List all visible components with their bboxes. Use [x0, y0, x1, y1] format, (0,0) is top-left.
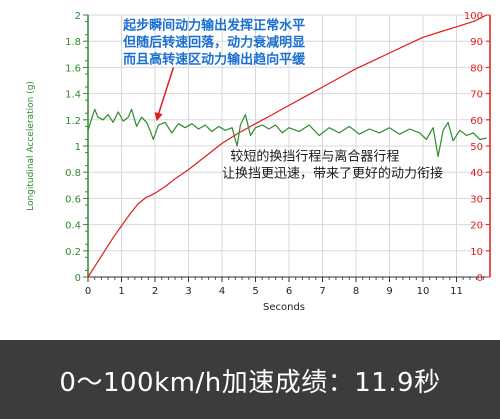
x-tick-label: 11: [450, 286, 463, 297]
y-left-tick-label: 0.4: [65, 221, 81, 232]
acceleration-chart: 00.20.40.60.811.21.41.61.820102030405060…: [26, 11, 491, 313]
x-tick-label: 5: [252, 286, 258, 297]
x-tick-label: 4: [219, 286, 225, 297]
acceleration-series-line: [87, 108, 487, 158]
y-left-tick-label: 1.6: [65, 63, 81, 74]
annotation-blue-text: 起步瞬间动力输出发挥正常水平: [122, 17, 305, 33]
x-tick-label: 6: [286, 286, 292, 297]
y-right-tick-label: 50: [470, 142, 483, 153]
x-tick-label: 7: [319, 286, 325, 297]
x-tick-label: 9: [386, 286, 392, 297]
y-left-tick-label: 1.4: [65, 90, 81, 101]
y-right-tick-label: 60: [470, 116, 483, 127]
y-left-tick-label: 0: [75, 273, 81, 284]
y-left-axis-title: Longitudinal Acceleration (g): [26, 81, 36, 211]
y-right-tick-label: 30: [470, 194, 483, 205]
annotation-arrowhead-icon: [154, 112, 163, 122]
y-right-tick-label: 80: [470, 63, 483, 74]
x-axis-title: Seconds: [263, 302, 305, 313]
x-tick-label: 8: [353, 286, 359, 297]
y-left-tick-label: 0.6: [65, 194, 81, 205]
y-right-tick-label: 90: [470, 37, 483, 48]
annotation-arrow-icon: [157, 67, 175, 115]
x-tick-label: 1: [118, 286, 124, 297]
y-right-tick-label: 10: [470, 247, 483, 258]
annotation-blue-text: 而且高转速区动力输出趋向平缓: [123, 51, 306, 67]
result-banner: 0～100km/h加速成绩：11.9秒: [0, 340, 500, 419]
y-right-tick-label: 100: [464, 11, 483, 22]
y-left-tick-label: 1: [75, 142, 81, 153]
banner-text: 0～100km/h加速成绩：11.9秒: [59, 368, 441, 398]
x-tick-label: 0: [85, 286, 91, 297]
y-right-tick-label: 70: [470, 90, 483, 101]
x-tick-label: 3: [185, 286, 191, 297]
annotation-black-text: 让换挡更迅速，带来了更好的动力衔接: [222, 165, 443, 181]
y-left-tick-label: 2: [75, 11, 81, 22]
y-left-tick-label: 0.8: [65, 168, 81, 179]
x-tick-label: 10: [417, 286, 430, 297]
annotation-blue-text: 但随后转速回落，动力衰减明显: [122, 34, 305, 50]
y-left-tick-label: 1.8: [65, 37, 81, 48]
y-right-tick-label: 40: [470, 168, 483, 179]
y-right-tick-label: 20: [470, 221, 483, 232]
y-left-tick-label: 1.2: [65, 116, 81, 127]
x-tick-label: 2: [152, 286, 158, 297]
y-left-tick-label: 0.2: [65, 247, 81, 258]
annotation-black-text: 较短的换挡行程与离合器行程: [230, 148, 399, 164]
y-right-tick-label: 0: [477, 273, 483, 284]
